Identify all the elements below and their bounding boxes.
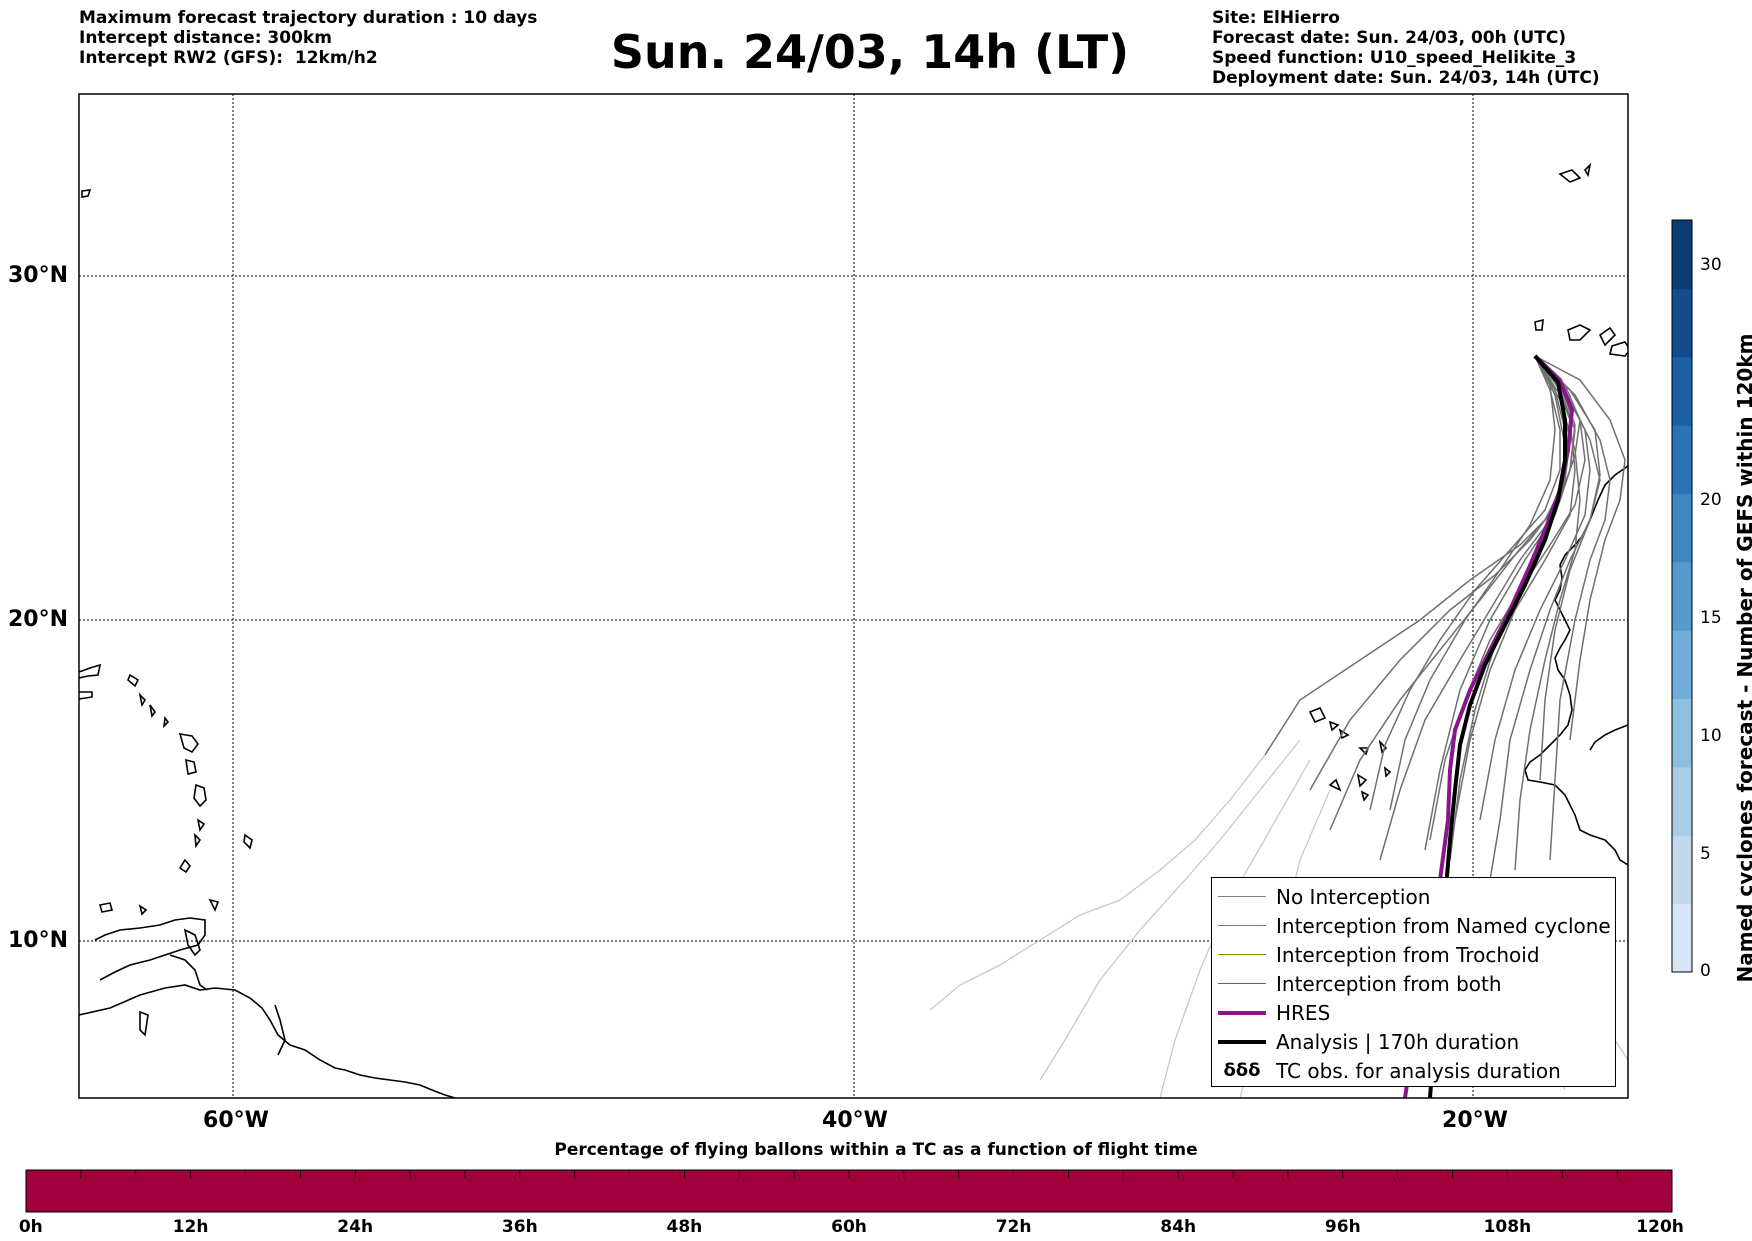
- legend-item: Analysis | 170h duration: [1218, 1027, 1519, 1056]
- lat-label-10n: 10°N: [8, 928, 69, 953]
- cyclone-colorbar-title: Named cyclones forecast - Number of GEFS…: [1733, 333, 1752, 983]
- legend-item-label: No Interception: [1276, 884, 1431, 909]
- colorbar-band: [1672, 630, 1692, 700]
- flight-time-label: 84h: [1160, 1217, 1197, 1237]
- lon-label-40w: 40°W: [822, 1108, 888, 1133]
- page-title: Sun. 24/03, 14h (LT): [610, 25, 1130, 79]
- legend: No Interception Interception from Named c…: [1211, 877, 1616, 1087]
- flight-time-label: 120h: [1636, 1217, 1684, 1237]
- flight-time-label: 108h: [1483, 1217, 1532, 1237]
- site-text: Site: ElHierro: [1212, 8, 1340, 28]
- colorbar-band: [1672, 356, 1692, 426]
- legend-item-label: Analysis | 170h duration: [1276, 1029, 1520, 1054]
- header-right-info: Site: ElHierro Forecast date: Sun. 24/03…: [1212, 8, 1600, 88]
- flight-time-label: 36h: [501, 1217, 538, 1237]
- legend-item-label: Interception from both: [1276, 971, 1502, 996]
- speed-function-text: Speed function: U10_speed_Helikite_3: [1212, 48, 1577, 68]
- legend-line-key: [1218, 1039, 1266, 1044]
- flight-time-label: 72h: [995, 1217, 1032, 1237]
- lon-label-20w: 20°W: [1442, 1108, 1508, 1133]
- intercept-rw2-text: Intercept RW2 (GFS): 12km/h2: [79, 48, 378, 68]
- map-frame: [78, 93, 1629, 1099]
- colorbar-band: [1672, 425, 1692, 494]
- colorbar-band: [1672, 766, 1692, 836]
- flight-time-colorbar-title: Percentage of flying ballons within a TC…: [554, 1140, 1198, 1160]
- colorbar-band: [1672, 835, 1692, 905]
- cbar-tick-10: 10: [1700, 726, 1722, 746]
- forecast-date-text: Forecast date: Sun. 24/03, 00h (UTC): [1212, 28, 1567, 48]
- colorbar-band: [1672, 220, 1692, 289]
- legend-item: Interception from Trochoid: [1218, 940, 1540, 969]
- header-left-info: Maximum forecast trajectory duration : 1…: [79, 8, 537, 68]
- lat-label-30n: 30°N: [8, 263, 69, 288]
- tc-obs-symbol: δδδ: [1223, 1060, 1261, 1081]
- legend-item: Interception from Named cyclone: [1218, 911, 1611, 940]
- colorbar-band: [1672, 288, 1692, 358]
- legend-item: HRES: [1218, 998, 1330, 1027]
- cyclone-colorbar-frame: [1671, 219, 1693, 973]
- flight-time-label: 60h: [831, 1217, 867, 1237]
- legend-item-label: HRES: [1276, 1000, 1331, 1025]
- flight-time-label: 48h: [666, 1217, 703, 1237]
- lat-label-20n: 20°N: [8, 607, 69, 632]
- legend-item: δδδ TC obs. for analysis duration: [1218, 1056, 1561, 1085]
- legend-line-key: [1218, 896, 1266, 897]
- cbar-tick-15: 15: [1700, 608, 1722, 628]
- intercept-distance-text: Intercept distance: 300km: [79, 28, 332, 48]
- legend-item-label: Interception from Trochoid: [1276, 942, 1540, 967]
- legend-item: No Interception: [1218, 882, 1430, 911]
- legend-item-label: TC obs. for analysis duration: [1276, 1058, 1561, 1083]
- colorbar-band: [1672, 493, 1692, 563]
- cbar-tick-30: 30: [1700, 255, 1722, 275]
- cbar-tick-0: 0: [1700, 961, 1711, 981]
- flight-time-label: 0h: [18, 1217, 43, 1237]
- legend-line-key: [1218, 954, 1266, 955]
- flight-time-label: 12h: [172, 1217, 209, 1237]
- colorbar-band: [1672, 903, 1692, 973]
- colorbar-band: [1672, 561, 1692, 631]
- cyclone-colorbar: [1672, 220, 1692, 973]
- legend-item-label: Interception from Named cyclone: [1276, 913, 1611, 938]
- legend-line-key: [1218, 983, 1266, 984]
- legend-item: Interception from both: [1218, 969, 1502, 998]
- flight-time-label: 96h: [1324, 1217, 1361, 1237]
- lon-label-60w: 60°W: [203, 1108, 269, 1133]
- deployment-date-text: Deployment date: Sun. 24/03, 14h (UTC): [1212, 68, 1600, 88]
- flight-time-label: 24h: [337, 1217, 374, 1237]
- flight-time-colorbar-ticks: [25, 1170, 1673, 1178]
- legend-line-key: [1218, 1010, 1266, 1015]
- cbar-tick-5: 5: [1700, 844, 1711, 864]
- colorbar-band: [1672, 698, 1692, 768]
- max-duration-text: Maximum forecast trajectory duration : 1…: [79, 8, 538, 28]
- cbar-tick-20: 20: [1700, 490, 1722, 510]
- legend-line-key: [1218, 925, 1266, 926]
